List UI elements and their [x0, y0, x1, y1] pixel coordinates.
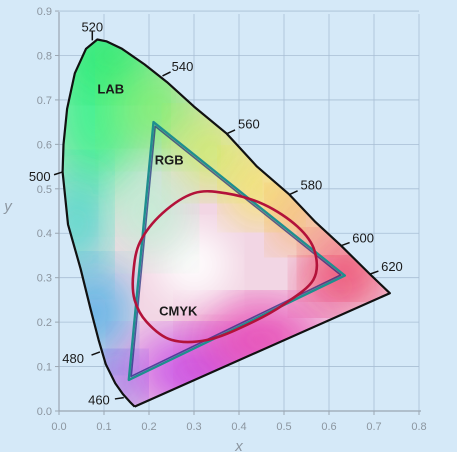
- cmyk-gamut-outline: [131, 189, 319, 344]
- x-tick-label: 0.7: [366, 421, 381, 433]
- wavelength-tick: [340, 241, 350, 247]
- axes: 0.0 0.1 0.2 0.3 0.4 0.5 0.6 0.7 0.8 0.0 0.1 0.2 0.3 0…: [37, 6, 427, 433]
- wavelength-label: 620: [381, 259, 403, 274]
- wavelength-tick: [162, 71, 171, 77]
- y-tick-label: 0.1: [37, 362, 52, 374]
- x-tick-label: 0.4: [231, 421, 246, 433]
- wavelength-label: 480: [62, 351, 84, 366]
- cmyk-gamut-label: CMYK: [159, 303, 198, 318]
- x-tick-label: 0.5: [276, 421, 291, 433]
- wavelength-tick: [289, 190, 298, 196]
- wavelength-label: 540: [172, 59, 194, 74]
- y-tick-label: 0.3: [37, 273, 52, 285]
- wavelength-ticks: 460 480 500 520 540 560 580 600 620: [29, 19, 403, 407]
- y-tick-label: 0.2: [37, 317, 52, 329]
- wavelength-tick: [91, 351, 101, 356]
- x-tick-label: 0.8: [411, 421, 426, 433]
- x-tick-label: 0.1: [96, 421, 111, 433]
- x-tick-label: 0.6: [321, 421, 336, 433]
- y-tick-label: 0.9: [37, 6, 52, 18]
- x-tick-label: 0.2: [141, 421, 156, 433]
- x-tick-label: 0.3: [186, 421, 201, 433]
- y-tick-label: 0.8: [37, 50, 52, 62]
- y-tick-label: 0.5: [37, 184, 52, 196]
- wavelength-label: 520: [81, 19, 103, 34]
- y-tick-label: 0.0: [37, 406, 52, 418]
- x-tick-label: 0.0: [51, 421, 66, 433]
- color-blob: [275, 193, 329, 247]
- y-tick-label: 0.4: [37, 228, 52, 240]
- rgb-gamut-inner-outline: [130, 125, 342, 378]
- wavelength-label: 460: [88, 393, 110, 408]
- wavelength-label: 580: [301, 178, 323, 193]
- color-blob: [302, 264, 374, 309]
- lab-gamut-label: LAB: [97, 81, 124, 96]
- y-tick-label: 0.6: [37, 139, 52, 151]
- wavelength-tick: [53, 171, 63, 176]
- wavelength-label: 600: [352, 231, 374, 246]
- spectral-locus-outline: [61, 38, 391, 408]
- x-axis-label: x: [234, 438, 243, 452]
- color-blob: [113, 166, 185, 256]
- wavelength-tick: [114, 396, 124, 400]
- wavelength-label: 560: [238, 117, 260, 132]
- color-blob: [62, 171, 104, 278]
- color-blob: [63, 268, 127, 358]
- y-axis-label: y: [3, 198, 13, 215]
- rgb-gamut-label: RGB: [155, 152, 184, 167]
- y-tick-label: 0.7: [37, 95, 52, 107]
- wavelength-tick: [369, 270, 379, 275]
- wavelength-label: 500: [29, 169, 51, 184]
- color-blob: [158, 228, 230, 300]
- wavelength-tick: [226, 129, 236, 135]
